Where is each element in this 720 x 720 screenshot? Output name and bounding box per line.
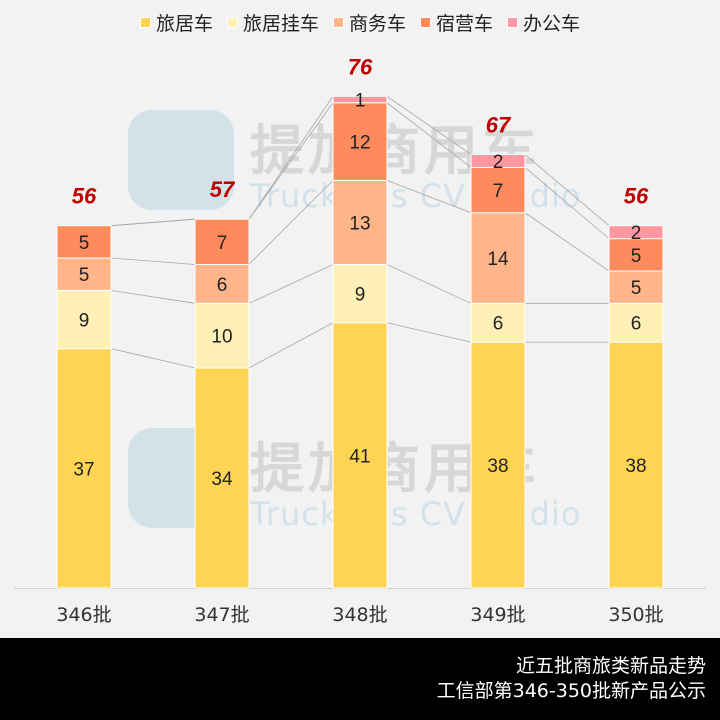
connector-line [524,167,610,239]
stacked-bar-chart: 3795556346批34106757347批4191312176348批386… [14,54,706,626]
bar-segment [608,238,664,272]
connector-line [110,348,196,369]
bar-segment [470,166,526,214]
legend: 旅居车 旅居挂车 商务车 宿营车 办公车 [0,9,720,36]
data-label: 2 [493,152,504,173]
bar-segment [56,257,112,291]
connector-line [110,218,196,227]
legend-item: 商务车 [332,9,406,36]
data-label: 14 [487,249,509,270]
bar-segment [56,348,112,589]
data-label: 5 [79,265,90,286]
connector-line [386,102,472,168]
connector-line [524,154,610,226]
data-label: 7 [493,181,504,202]
data-label: 38 [625,456,646,477]
connector-line [248,96,334,220]
connector-line [248,180,334,265]
legend-item: 宿营车 [420,9,493,36]
connector-line [524,212,610,272]
bar-segment [194,264,250,304]
x-tick-label: 350批 [608,604,663,626]
x-tick-label: 349批 [470,604,525,626]
total-label: 67 [486,113,512,138]
bar-segment [332,322,388,589]
bar-segment [332,95,388,104]
legend-swatch [332,17,344,28]
data-label: 9 [355,285,366,306]
data-label: 12 [349,133,370,154]
total-label: 56 [72,184,97,209]
bar-segment [470,212,526,304]
data-label: 5 [79,233,90,254]
data-label: 6 [493,314,504,335]
x-tick-label: 346批 [56,604,111,626]
data-label: 37 [73,459,94,480]
bar-segment [470,302,526,343]
legend-swatch [420,17,431,28]
legend-swatch [507,17,519,28]
data-label: 13 [349,213,370,234]
bar-segment [194,367,250,589]
total-label: 56 [624,184,649,209]
data-label: 7 [217,233,228,254]
data-label: 10 [211,327,232,348]
data-label: 41 [349,446,370,467]
data-label: 6 [217,275,228,296]
connector-line [386,180,472,214]
footer: 近五批商旅类新品走势 工信部第346-350批新产品公示 [0,638,720,720]
data-label: 5 [631,246,642,267]
connector-line [248,102,334,220]
legend-item: 旅居车 [139,9,213,36]
bar-segment [56,225,112,259]
data-label: 1 [355,91,366,112]
connector-line [110,257,196,265]
bar-segment [332,102,388,181]
data-label: 34 [211,469,233,490]
legend-swatch [139,17,151,28]
connector-line [248,264,334,304]
bar-segment [470,154,526,168]
bar-segment [608,225,664,240]
connector-line [386,322,472,343]
bar-segment [332,179,388,265]
bar-segment [608,302,664,343]
legend-item: 旅居挂车 [226,9,319,36]
x-tick-label: 348批 [332,604,387,626]
bar-segment [194,302,250,369]
legend-swatch [226,17,238,28]
footer-subtitle: 工信部第346-350批新产品公示 [436,680,706,702]
connector-line [386,264,472,304]
data-label: 5 [631,278,642,299]
bar-segment [56,289,112,350]
bar-segment [194,218,250,266]
x-tick-label: 347批 [194,604,249,626]
data-label: 2 [631,223,642,244]
total-label: 57 [210,177,236,202]
legend-item: 办公车 [507,9,580,36]
footer-title: 近五批商旅类新品走势 [515,655,706,677]
connector-line [248,322,334,369]
connector-line [110,289,196,304]
data-label: 9 [79,310,90,331]
data-label: 38 [487,456,508,477]
connector-line [386,95,472,155]
bar-segment [470,341,526,589]
total-label: 76 [348,54,373,79]
bar-segment [608,341,664,589]
data-label: 6 [631,314,642,335]
